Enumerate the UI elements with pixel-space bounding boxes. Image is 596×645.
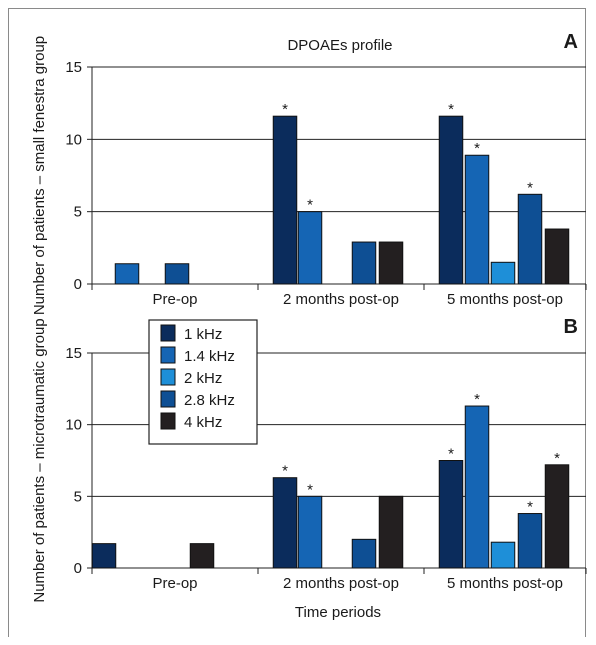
bar-1-kHz-1 bbox=[272, 115, 298, 285]
bar-4-kHz-2 bbox=[544, 228, 570, 285]
bar-2-8-kHz-1 bbox=[351, 538, 377, 569]
chart-title: DPOAEs profile bbox=[287, 37, 392, 54]
x-tick-label: 2 months post-op bbox=[283, 575, 399, 592]
y-tick-label: 5 bbox=[74, 204, 82, 221]
significance-star: * bbox=[554, 450, 560, 467]
panel-label-A: A bbox=[564, 31, 578, 53]
bar-1-kHz-2 bbox=[438, 115, 464, 285]
y-tick-label: 5 bbox=[74, 488, 82, 505]
bar-2-kHz-2 bbox=[490, 541, 516, 569]
y-tick-label: 10 bbox=[65, 417, 82, 434]
y-tick-label: 0 bbox=[74, 276, 82, 293]
significance-star: * bbox=[282, 463, 288, 480]
significance-star: * bbox=[448, 446, 454, 463]
bar-2-8-kHz-2 bbox=[517, 513, 543, 569]
bar-1-kHz-2 bbox=[438, 460, 464, 569]
y-tick-label: 15 bbox=[65, 59, 82, 76]
x-tick-label: 5 months post-op bbox=[447, 291, 563, 308]
legend-swatch bbox=[160, 346, 176, 364]
legend-entry: 2.8 kHz bbox=[184, 392, 235, 409]
legend-swatch bbox=[160, 368, 176, 386]
bar-1-4-kHz-1 bbox=[297, 495, 323, 569]
bar-2-8-kHz-1 bbox=[351, 241, 377, 285]
bar-2-8-kHz-0 bbox=[164, 263, 190, 285]
x-tick-label: Pre-op bbox=[152, 575, 197, 592]
bar-4-kHz-2 bbox=[544, 464, 570, 569]
significance-star: * bbox=[307, 481, 313, 498]
bar-2-8-kHz-2 bbox=[517, 193, 543, 285]
bar-4-kHz-0 bbox=[189, 543, 215, 569]
significance-star: * bbox=[307, 197, 313, 214]
bar-1-4-kHz-2 bbox=[464, 405, 490, 569]
panel-label-B: B bbox=[564, 316, 578, 338]
panel-A: 0 5 10 15 Pre-op 2 months post-op 5 months pos… bbox=[31, 31, 587, 315]
figure-frame bbox=[8, 8, 586, 637]
y-tick-label: 10 bbox=[65, 131, 82, 148]
bar-1-4-kHz-2 bbox=[464, 154, 490, 285]
legend: 1 kHz 1.4 kHz 2 kHz 2.8 kHz 4 kHz bbox=[148, 319, 258, 445]
y-tick-label: 15 bbox=[65, 345, 82, 362]
x-tick-label: 5 months post-op bbox=[447, 575, 563, 592]
bar-1-kHz-0 bbox=[91, 543, 117, 569]
y-axis-title: Number of patients – microtraumatic grou… bbox=[31, 318, 48, 602]
bar-1-4-kHz-0 bbox=[114, 263, 140, 285]
bar-4-kHz-1 bbox=[378, 495, 404, 569]
panel-B: 0 5 10 15 Pre-op 2 months post-op 5 months pos… bbox=[31, 316, 587, 603]
significance-star: * bbox=[527, 179, 533, 196]
panels: 0 5 10 15 Pre-op 2 months post-op 5 months pos… bbox=[31, 31, 587, 603]
bar-1-kHz-1 bbox=[272, 477, 298, 569]
legend-entry: 1.4 kHz bbox=[184, 348, 235, 365]
significance-star: * bbox=[527, 499, 533, 516]
significance-star: * bbox=[282, 101, 288, 118]
bar-4-kHz-1 bbox=[378, 241, 404, 285]
x-axis-title: Time periods bbox=[295, 604, 381, 621]
bar-1-4-kHz-1 bbox=[297, 211, 323, 285]
significance-star: * bbox=[474, 391, 480, 408]
legend-entry: 2 kHz bbox=[184, 370, 222, 387]
legend-swatch bbox=[160, 324, 176, 342]
significance-star: * bbox=[448, 101, 454, 118]
x-tick-label: 2 months post-op bbox=[283, 291, 399, 308]
bar-2-kHz-2 bbox=[490, 261, 516, 285]
y-axis-title: Number of patients – small fenestra grou… bbox=[31, 36, 48, 315]
legend-entry: 4 kHz bbox=[184, 414, 222, 431]
legend-swatch bbox=[160, 390, 176, 408]
x-tick-label: Pre-op bbox=[152, 291, 197, 308]
legend-entry: 1 kHz bbox=[184, 326, 222, 343]
significance-star: * bbox=[474, 140, 480, 157]
legend-swatch bbox=[160, 412, 176, 430]
y-tick-label: 0 bbox=[74, 560, 82, 577]
